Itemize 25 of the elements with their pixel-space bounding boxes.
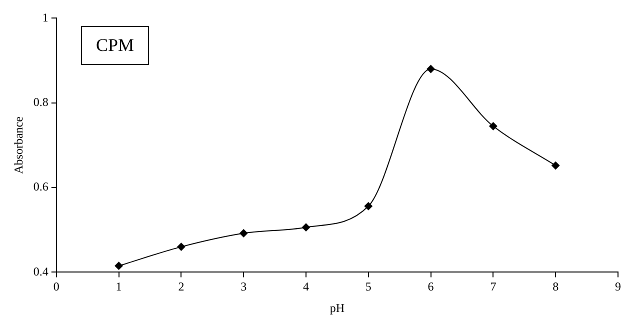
point [177, 242, 186, 251]
x-tick-label: 8 [552, 280, 559, 294]
x-tick-label: 6 [428, 280, 434, 294]
y-tick-label: 1 [42, 10, 48, 24]
x-tick-label: 2 [178, 280, 184, 294]
x-axis-title: pH [330, 300, 345, 315]
x-tick-label: 9 [615, 280, 621, 294]
annotation: CPM [81, 26, 150, 65]
point [489, 122, 498, 130]
y-tick-label: 0.8 [33, 95, 48, 110]
y-tick-label: 0.6 [33, 180, 48, 194]
y-tick-label: 0.4 [33, 264, 48, 278]
x-tick-label: 7 [490, 280, 496, 294]
point [364, 202, 372, 210]
point [240, 229, 248, 238]
y-axis-title: Absorbance [11, 116, 26, 174]
point [114, 262, 123, 270]
point [552, 162, 560, 170]
x-tick-label: 3 [240, 280, 247, 294]
point [426, 65, 435, 73]
x-tick-label: 5 [365, 280, 372, 294]
x-tick-label: 1 [116, 280, 122, 294]
x-tick-label: 0 [53, 280, 60, 294]
point [302, 223, 310, 232]
x-tick-label: 4 [303, 280, 309, 294]
